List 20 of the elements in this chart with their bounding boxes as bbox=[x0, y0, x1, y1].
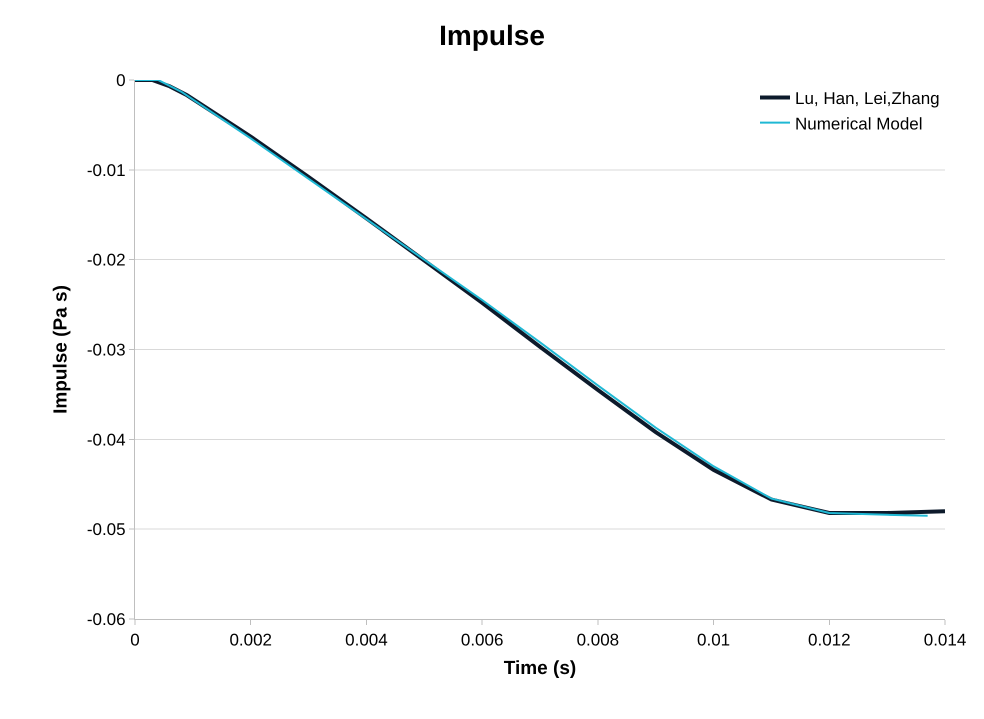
x-axis-title: Time (s) bbox=[504, 658, 576, 680]
y-tick-label: -0.06 bbox=[86, 610, 126, 629]
legend-label: Lu, Han, Lei,Zhang bbox=[795, 89, 940, 108]
x-tick-label: 0 bbox=[130, 630, 140, 650]
y-tick-label: -0.04 bbox=[86, 430, 126, 450]
y-tick-label: -0.03 bbox=[86, 340, 126, 360]
x-tick-label: 0.008 bbox=[576, 630, 620, 650]
y-tick-label: -0.05 bbox=[86, 520, 126, 540]
y-tick-label: -0.02 bbox=[86, 250, 126, 270]
x-tick-label: 0.012 bbox=[808, 630, 851, 650]
y-axis-title: Impulse (Pa s) bbox=[50, 285, 72, 414]
x-tick-label: 0.006 bbox=[460, 630, 504, 650]
legend-label: Numerical Model bbox=[795, 114, 923, 134]
x-tick-label: 0.004 bbox=[345, 630, 388, 650]
x-tick-label: 0.014 bbox=[924, 630, 966, 650]
y-tick-label: 0 bbox=[116, 70, 126, 90]
x-tick-label: 0.002 bbox=[229, 630, 272, 650]
x-tick-label: 0.01 bbox=[697, 630, 730, 650]
y-tick-label: -0.01 bbox=[86, 160, 126, 180]
chart-title: Impulse bbox=[439, 20, 545, 51]
